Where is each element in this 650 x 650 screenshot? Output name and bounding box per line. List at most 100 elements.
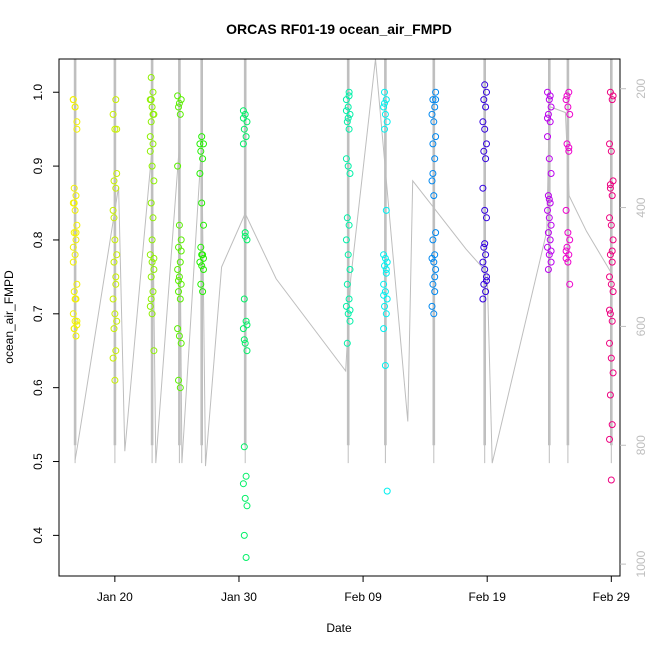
data-point xyxy=(380,280,388,288)
data-point xyxy=(176,110,184,118)
data-point xyxy=(176,384,184,392)
data-point xyxy=(198,133,206,141)
data-point xyxy=(382,206,390,214)
data-point xyxy=(196,170,204,177)
data-point xyxy=(564,103,572,111)
data-point xyxy=(177,96,185,104)
series-RF06 xyxy=(239,107,251,561)
data-point xyxy=(431,273,439,281)
data-point xyxy=(241,110,249,118)
data-point xyxy=(240,295,248,303)
data-point xyxy=(73,125,81,133)
y-axis-label: ocean_air_FMPD xyxy=(2,270,16,364)
data-point xyxy=(479,184,487,192)
data-point xyxy=(344,251,352,259)
data-point xyxy=(383,487,391,495)
series-RF12 xyxy=(562,88,574,288)
data-point xyxy=(73,221,81,229)
data-point xyxy=(608,258,616,266)
data-point xyxy=(608,317,616,325)
data-point xyxy=(383,295,391,303)
data-point xyxy=(545,251,553,259)
data-point xyxy=(431,155,439,163)
data-point xyxy=(482,155,490,163)
data-point xyxy=(71,251,79,259)
data-point xyxy=(381,362,389,369)
data-point xyxy=(150,347,158,355)
data-point xyxy=(480,243,488,251)
right-tick-label: 400 xyxy=(634,197,648,217)
data-point xyxy=(481,206,489,214)
chart-title: ORCAS RF01-19 ocean_air_FMPD xyxy=(226,21,452,37)
right-tick-label: 800 xyxy=(634,435,648,455)
data-point xyxy=(148,162,156,170)
data-point xyxy=(113,251,121,259)
data-point xyxy=(109,110,117,118)
data-point xyxy=(243,118,251,126)
data-point xyxy=(431,288,439,296)
data-point xyxy=(381,99,388,107)
data-point xyxy=(544,206,551,214)
data-point xyxy=(483,277,490,285)
data-point xyxy=(606,184,614,192)
data-points xyxy=(69,74,617,561)
data-point xyxy=(72,229,80,237)
data-point xyxy=(344,162,352,170)
data-point xyxy=(109,206,117,214)
data-point xyxy=(606,306,613,314)
data-point xyxy=(479,118,487,126)
data-point xyxy=(196,258,204,266)
data-point xyxy=(564,229,572,237)
data-point xyxy=(606,435,613,443)
data-point xyxy=(242,133,250,141)
data-point xyxy=(147,273,155,281)
data-point xyxy=(240,336,248,344)
data-point xyxy=(112,96,120,104)
data-point xyxy=(343,339,351,347)
data-point xyxy=(176,258,184,266)
data-point xyxy=(70,199,78,207)
series-RF07 xyxy=(342,88,354,347)
data-point xyxy=(112,184,120,192)
data-point xyxy=(175,103,182,111)
data-point xyxy=(239,107,247,115)
data-point xyxy=(240,125,248,133)
data-point xyxy=(110,258,118,266)
data-point xyxy=(562,96,570,104)
data-point xyxy=(239,140,247,148)
data-point xyxy=(109,354,117,362)
data-point xyxy=(345,295,353,303)
data-point xyxy=(483,273,490,281)
data-point xyxy=(546,236,554,244)
data-point xyxy=(175,221,183,229)
data-point xyxy=(545,214,553,222)
data-point xyxy=(381,288,389,296)
data-point xyxy=(175,277,182,285)
data-point xyxy=(565,147,573,155)
data-point xyxy=(566,110,574,118)
data-point xyxy=(429,170,437,177)
data-point xyxy=(344,103,352,111)
data-point xyxy=(547,221,555,229)
data-point xyxy=(72,236,80,244)
data-point xyxy=(430,118,438,126)
data-point xyxy=(147,295,155,303)
data-point xyxy=(544,133,551,141)
data-point xyxy=(481,81,489,89)
data-point xyxy=(200,221,207,229)
data-point xyxy=(482,251,490,259)
data-point xyxy=(149,288,157,296)
data-point xyxy=(147,199,155,207)
data-point xyxy=(174,162,182,170)
data-point xyxy=(564,258,572,266)
data-point xyxy=(544,110,552,118)
data-point xyxy=(606,339,613,347)
data-point xyxy=(544,266,552,273)
x-tick-label: Feb 09 xyxy=(344,590,382,604)
data-point xyxy=(146,302,154,310)
data-point xyxy=(607,221,615,229)
y-tick-label: 0.7 xyxy=(31,305,45,322)
data-point xyxy=(607,147,615,155)
data-point xyxy=(148,310,156,318)
data-point xyxy=(71,103,79,111)
